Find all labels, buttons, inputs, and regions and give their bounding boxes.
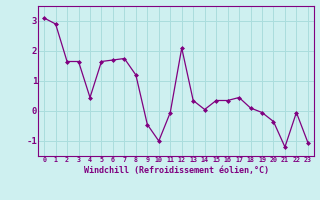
X-axis label: Windchill (Refroidissement éolien,°C): Windchill (Refroidissement éolien,°C): [84, 166, 268, 175]
